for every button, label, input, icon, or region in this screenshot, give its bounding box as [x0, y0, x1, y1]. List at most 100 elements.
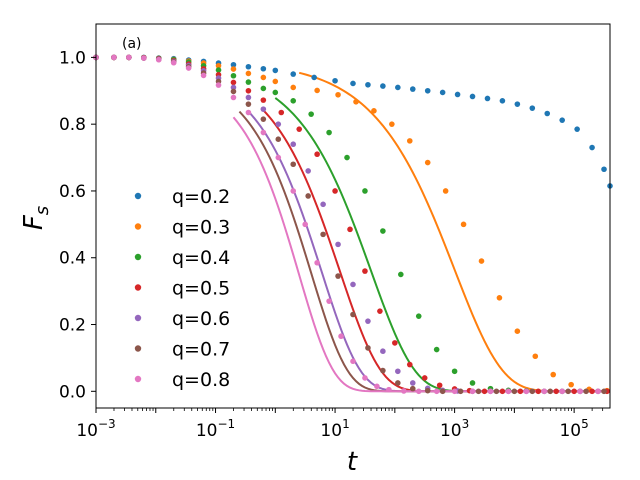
data-point	[326, 298, 332, 304]
legend-marker	[134, 314, 142, 322]
x-tick-label: 10−3	[76, 417, 115, 441]
data-point	[155, 56, 162, 63]
legend-marker	[134, 345, 142, 352]
data-point	[215, 62, 222, 69]
data-point	[326, 129, 332, 136]
data-point	[185, 65, 192, 71]
data-point	[314, 259, 320, 266]
x-tick-base: 10	[559, 421, 581, 441]
data-point	[386, 386, 392, 393]
data-point	[535, 388, 542, 395]
data-point	[245, 70, 252, 77]
data-point	[439, 388, 446, 395]
x-tick-base: 10	[320, 421, 342, 441]
data-points	[93, 54, 613, 395]
data-point	[406, 138, 413, 144]
data-point	[517, 388, 524, 395]
x-tick-label: 101	[320, 417, 349, 441]
data-point	[496, 295, 503, 301]
data-point	[553, 388, 560, 395]
data-point	[320, 231, 326, 238]
data-point	[571, 388, 577, 395]
x-axis: 10−3 10−1 101 103 105	[76, 408, 604, 441]
data-point	[392, 340, 398, 346]
data-point	[338, 333, 344, 340]
data-point	[260, 129, 267, 136]
data-point	[395, 380, 401, 386]
data-point	[353, 99, 359, 105]
x-tick-exponent: 1	[342, 417, 350, 431]
y-tick-label: 0.2	[59, 316, 86, 336]
data-point	[111, 54, 117, 61]
data-point	[272, 67, 279, 74]
y-axis-label-sub: s	[32, 206, 53, 215]
x-tick-base: 10	[76, 421, 98, 441]
data-point	[460, 221, 467, 228]
data-point	[260, 85, 267, 92]
data-point	[290, 141, 297, 148]
data-point	[141, 55, 147, 61]
data-point	[481, 388, 488, 395]
data-point	[215, 67, 222, 73]
data-point	[424, 159, 431, 166]
data-point	[260, 116, 267, 122]
x-tick-base: 10	[440, 421, 462, 441]
data-point	[305, 168, 311, 174]
data-point	[365, 345, 371, 351]
data-point	[350, 80, 356, 87]
data-point	[332, 188, 338, 194]
y-tick-label: 0.6	[59, 182, 86, 202]
legend-entry-label: q=0.2	[172, 186, 230, 208]
data-point	[260, 97, 267, 103]
data-point	[200, 72, 207, 79]
data-point	[260, 106, 267, 112]
data-point	[305, 193, 311, 199]
legend-entry-label: q=0.3	[172, 217, 230, 239]
data-point	[499, 98, 506, 104]
x-tick-exponent: 5	[581, 417, 589, 431]
data-point	[230, 61, 237, 68]
data-point	[362, 188, 368, 194]
y-axis-label-main: F	[19, 214, 49, 230]
data-point	[568, 381, 574, 388]
data-point	[451, 368, 458, 375]
x-tick-base: 10	[196, 421, 218, 441]
legend-entry-label: q=0.7	[172, 339, 230, 361]
data-point	[469, 93, 476, 100]
data-point	[230, 88, 237, 95]
data-point	[529, 388, 536, 395]
data-point	[389, 121, 395, 127]
data-point	[469, 388, 476, 395]
fit-line-q=0.8	[232, 116, 610, 393]
data-point	[514, 328, 521, 335]
data-point	[559, 388, 565, 395]
data-point	[272, 89, 279, 96]
data-point	[347, 226, 353, 233]
data-point	[529, 105, 536, 111]
data-point	[424, 387, 431, 394]
data-point	[499, 388, 506, 395]
legend-entry-label: q=0.8	[172, 369, 230, 391]
fit-line-q=0.6	[247, 110, 610, 393]
data-point	[409, 380, 416, 386]
data-point	[290, 71, 297, 77]
x-tick-label: 10−1	[196, 417, 235, 441]
data-point	[439, 89, 446, 96]
data-point	[395, 368, 401, 375]
x-tick-exponent: −1	[218, 417, 236, 431]
data-point	[433, 346, 440, 353]
data-point	[478, 258, 485, 264]
x-axis-label: t	[347, 447, 358, 477]
data-point	[230, 79, 237, 86]
data-point	[230, 84, 237, 91]
x-tick-label: 105	[559, 417, 588, 441]
data-point	[350, 311, 356, 318]
data-point	[350, 281, 356, 288]
data-point	[290, 188, 297, 194]
data-point	[350, 358, 356, 365]
data-point	[245, 79, 252, 85]
x-tick-label: 103	[440, 417, 469, 441]
fit-lines	[232, 71, 610, 393]
data-point	[272, 78, 279, 85]
data-point	[296, 126, 303, 132]
